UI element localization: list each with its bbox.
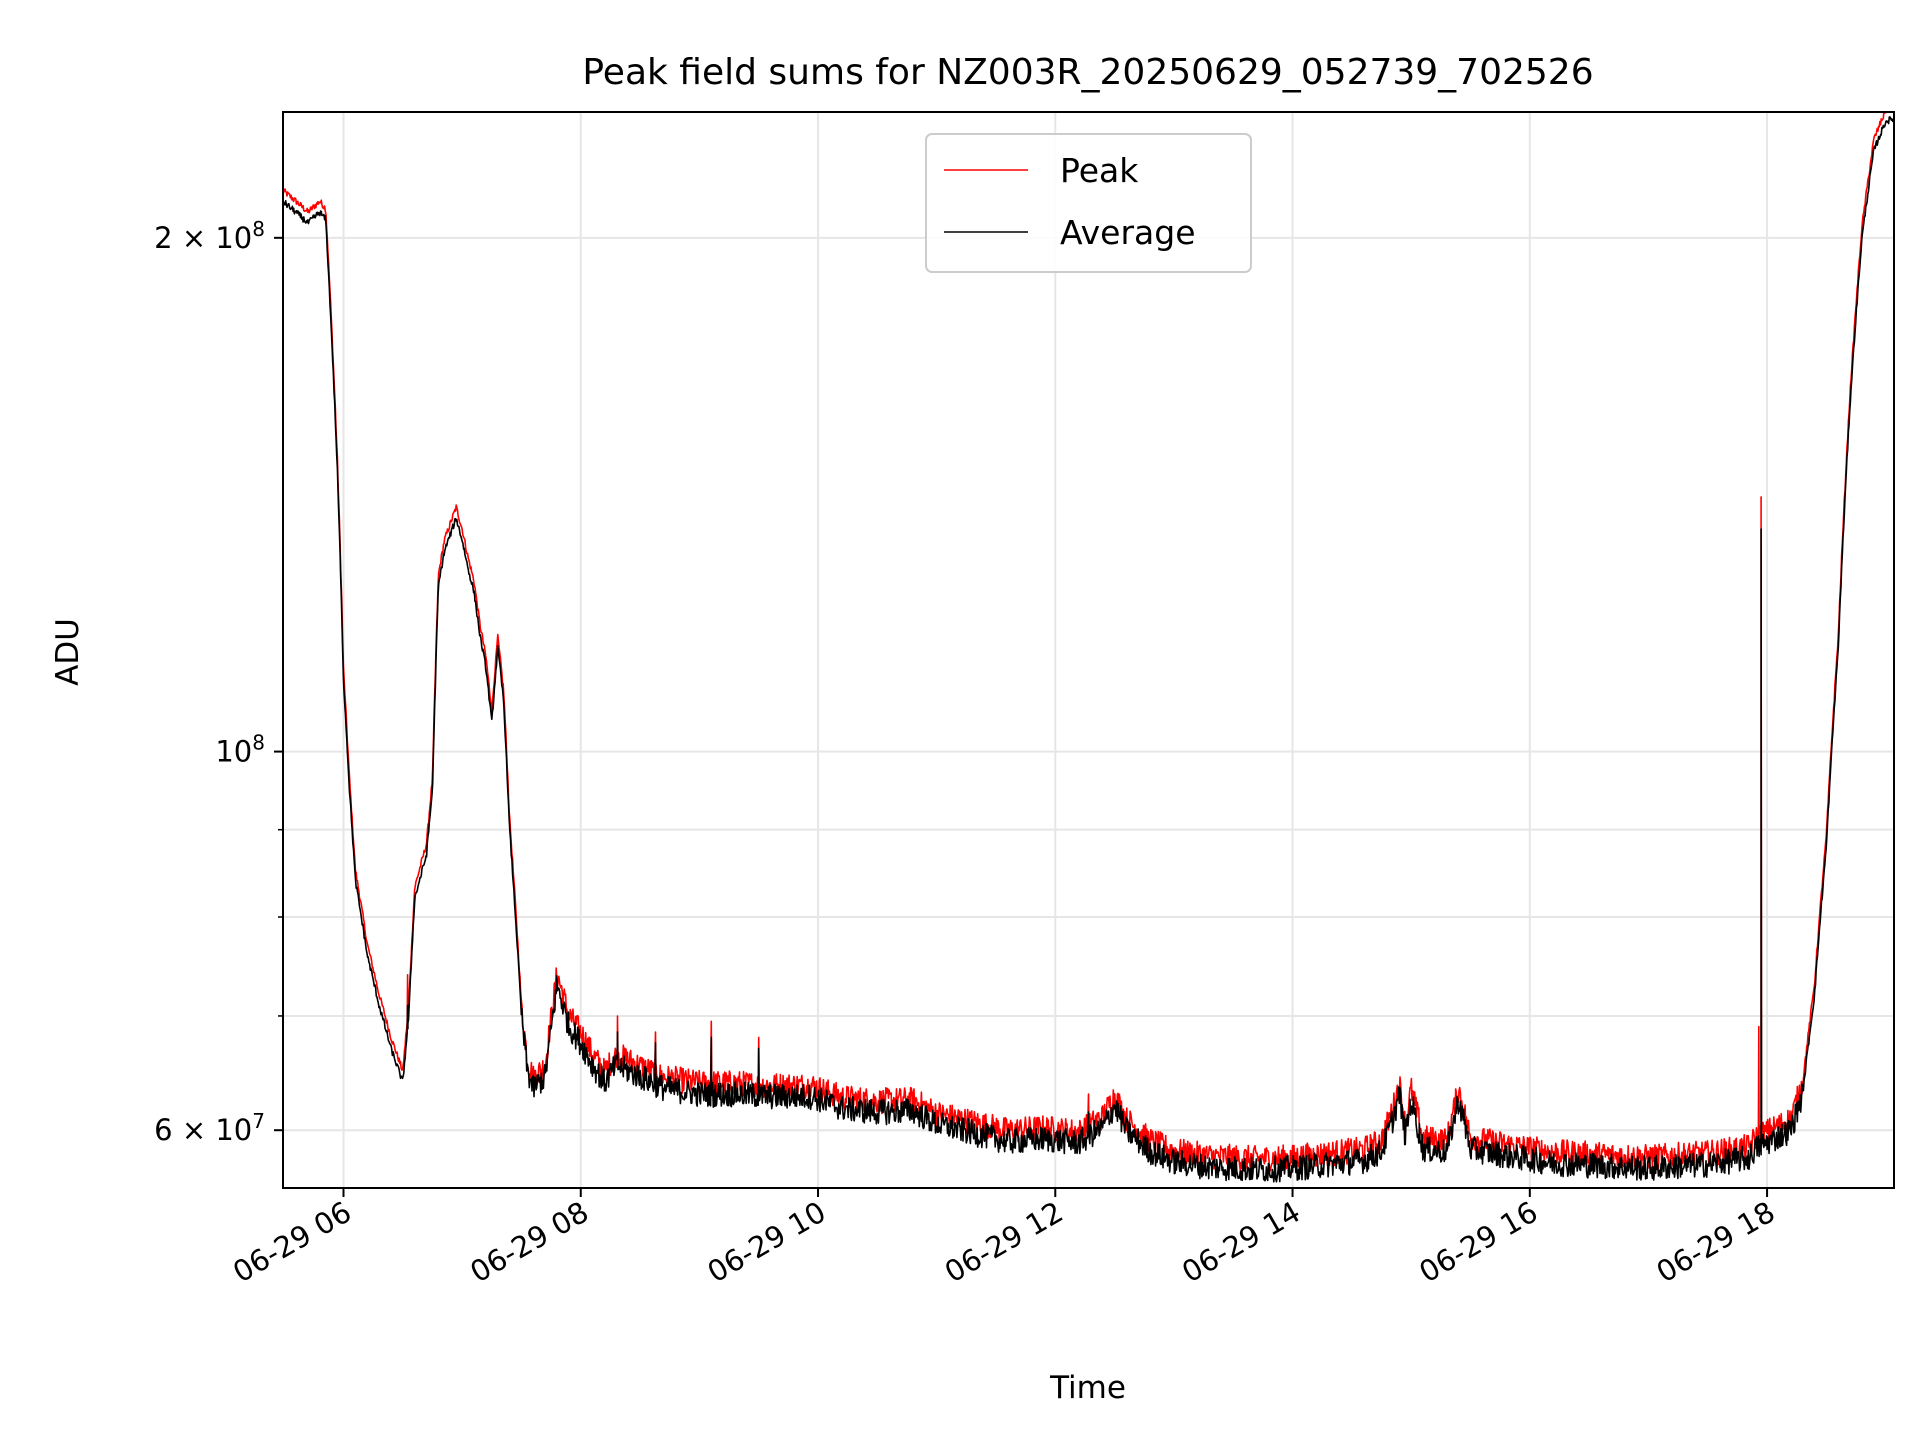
legend: Peak Average [925, 133, 1252, 273]
y-axis: 6 × 107 108 2 × 108 [154, 217, 283, 1147]
y-tick-label-1: 108 [215, 731, 265, 769]
plot-area [283, 112, 1894, 1183]
y-tick-label-0: 6 × 107 [154, 1109, 265, 1147]
y-tick-label-2: 2 × 108 [154, 217, 265, 255]
y-axis-label: ADU [50, 618, 86, 686]
legend-label-peak: Peak [1060, 151, 1139, 190]
x-axis-label: Time [1049, 1370, 1126, 1406]
legend-box [925, 133, 1252, 273]
chart-title: Peak field sums for NZ003R_20250629_0527… [582, 52, 1593, 93]
legend-label-average: Average [1060, 213, 1196, 252]
plot-frame [282, 111, 1895, 1189]
series-line-average [283, 116, 1894, 1183]
